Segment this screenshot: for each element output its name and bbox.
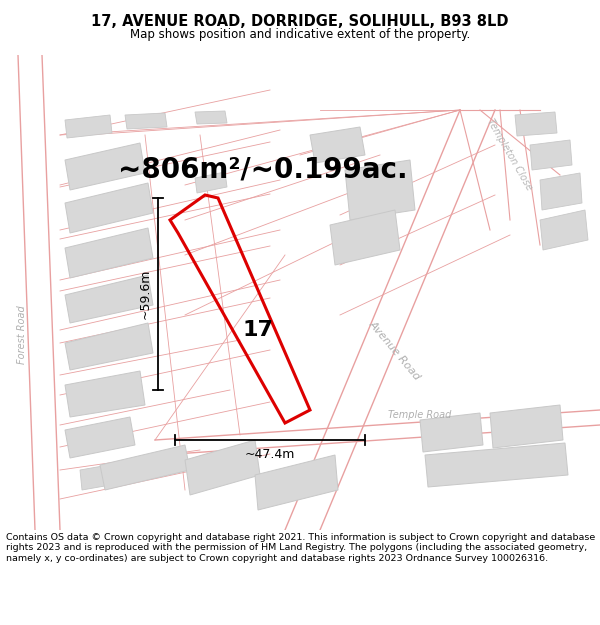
- Polygon shape: [65, 143, 145, 190]
- Polygon shape: [530, 140, 572, 170]
- Polygon shape: [310, 127, 365, 163]
- Polygon shape: [65, 228, 153, 278]
- Text: Avenue Road: Avenue Road: [367, 319, 422, 381]
- Polygon shape: [425, 443, 568, 487]
- Polygon shape: [100, 445, 190, 490]
- Text: Temple Road: Temple Road: [388, 410, 452, 420]
- Polygon shape: [540, 210, 588, 250]
- Text: 17, AVENUE ROAD, DORRIDGE, SOLIHULL, B93 8LD: 17, AVENUE ROAD, DORRIDGE, SOLIHULL, B93…: [91, 14, 509, 29]
- Polygon shape: [65, 115, 112, 138]
- Polygon shape: [420, 413, 483, 452]
- Text: Map shows position and indicative extent of the property.: Map shows position and indicative extent…: [130, 28, 470, 41]
- Polygon shape: [80, 463, 122, 490]
- Polygon shape: [515, 112, 557, 136]
- Polygon shape: [65, 323, 153, 370]
- Polygon shape: [65, 183, 153, 233]
- Text: Templeton Close: Templeton Close: [485, 118, 535, 192]
- Polygon shape: [195, 172, 227, 193]
- Polygon shape: [195, 111, 227, 124]
- Text: 17: 17: [242, 320, 274, 340]
- Polygon shape: [65, 275, 153, 323]
- Polygon shape: [345, 160, 415, 220]
- Text: ~806m²/~0.199ac.: ~806m²/~0.199ac.: [118, 155, 407, 183]
- Text: Contains OS data © Crown copyright and database right 2021. This information is : Contains OS data © Crown copyright and d…: [6, 533, 595, 562]
- Polygon shape: [330, 210, 400, 265]
- Polygon shape: [185, 440, 260, 495]
- Text: ~47.4m: ~47.4m: [245, 448, 295, 461]
- Polygon shape: [125, 113, 167, 129]
- Text: Forest Road: Forest Road: [17, 306, 27, 364]
- Polygon shape: [65, 371, 145, 417]
- Polygon shape: [490, 405, 563, 448]
- Polygon shape: [540, 173, 582, 210]
- Polygon shape: [255, 455, 338, 510]
- Polygon shape: [65, 417, 135, 458]
- Text: ~59.6m: ~59.6m: [139, 269, 152, 319]
